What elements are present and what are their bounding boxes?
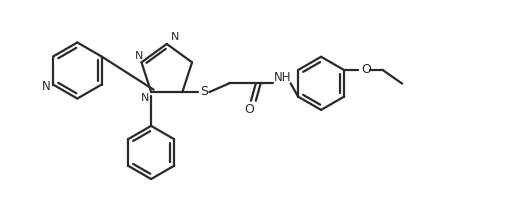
Text: N: N: [41, 80, 50, 93]
Text: N: N: [141, 93, 149, 102]
Text: O: O: [245, 102, 255, 115]
Text: NH: NH: [274, 71, 292, 84]
Text: N: N: [171, 32, 180, 42]
Text: O: O: [361, 63, 371, 76]
Text: N: N: [135, 50, 144, 60]
Text: S: S: [199, 85, 208, 98]
